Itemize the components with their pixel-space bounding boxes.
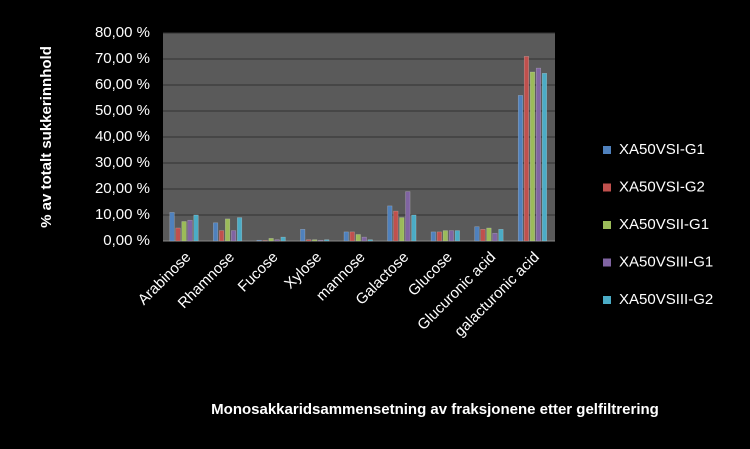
bar [436,231,442,242]
bar [318,239,324,242]
bar [231,230,237,242]
legend-marker [603,296,611,304]
bar [517,95,523,242]
bar [225,218,231,242]
bar [541,73,547,242]
y-tick-label: 80,00 % [95,24,150,41]
bar [187,219,193,242]
x-tick-label: Glucuronic acid [414,249,499,334]
y-tick-label: 10,00 % [95,206,150,223]
bar [280,236,286,242]
bar [474,226,480,242]
bar [367,239,373,242]
bar [324,239,330,242]
bar [454,230,460,242]
bar [387,205,393,242]
y-tick-label: 40,00 % [95,128,150,145]
bar [480,229,486,242]
bar [393,210,399,242]
bar [411,214,417,242]
bar [193,214,199,242]
legend-label: XA50VSII-G1 [619,216,709,233]
y-tick-label: 60,00 % [95,76,150,93]
legend-label: XA50VSIII-G1 [619,253,713,270]
bar [529,71,535,242]
bar [181,221,187,242]
y-tick-label: 30,00 % [95,154,150,171]
y-axis-title: % av totalt sukkerinnhold [38,46,55,228]
bar [535,67,541,242]
bar [405,191,411,242]
bar [219,230,225,242]
y-tick-label: 50,00 % [95,102,150,119]
bar [268,238,274,242]
bar [300,229,306,242]
legend-label: XA50VSIII-G2 [619,291,713,308]
bar [349,231,355,242]
x-axis-title: Monosakkaridsammensetning av fraksjonene… [211,401,659,418]
x-tick-label: Fucose [235,249,282,296]
bar [355,234,361,242]
bar [312,239,318,242]
bar [175,227,181,242]
legend-marker [603,258,611,267]
bar [430,231,436,242]
legend-label: XA50VSI-G1 [619,141,705,158]
legend-marker [603,221,611,229]
legend-label: XA50VSI-G2 [619,178,705,195]
bar [523,56,529,242]
y-tick-label: 0,00 % [103,232,150,249]
bar [169,212,175,242]
bar [237,217,243,242]
bar [256,239,262,242]
bar [492,232,498,242]
bar [486,227,492,242]
bar [213,222,219,242]
bar [274,239,280,242]
bar [442,230,448,242]
legend-marker [603,146,611,154]
bar [262,240,268,242]
bar [448,230,454,242]
bar [498,229,504,242]
y-tick-label: 70,00 % [95,50,150,67]
bar [343,231,349,242]
legend-marker [603,183,611,192]
y-tick-label: 20,00 % [95,180,150,197]
bar [399,217,405,242]
bar [306,239,312,242]
bar [361,236,367,242]
